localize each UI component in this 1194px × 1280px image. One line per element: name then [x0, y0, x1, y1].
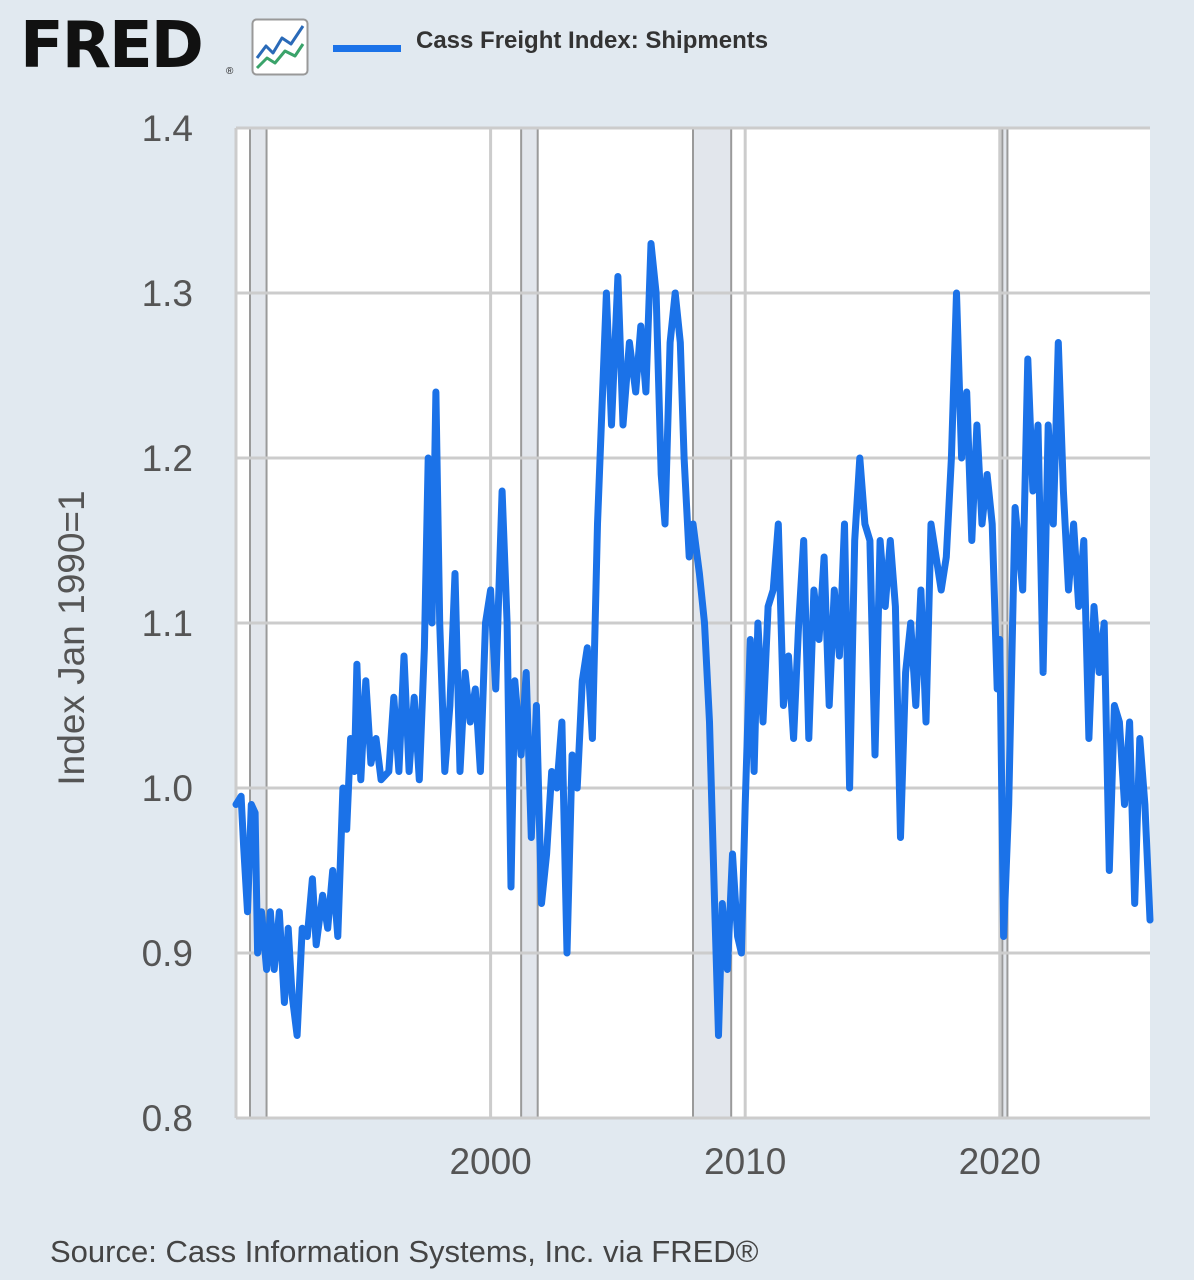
- line-chart: 0.8 0.9 1.0 1.1 1.2 1.3 1.4 2000 2010 2020 Index J…: [51, 108, 1154, 1182]
- series-line: [232, 240, 1154, 1039]
- fred-logo[interactable]: FRED: [20, 9, 204, 83]
- chart-header: FRED ® Cass Freight Index: Shipments: [0, 0, 1194, 95]
- y-tick-label: 1.2: [142, 438, 193, 479]
- x-tick-label: 2010: [704, 1141, 786, 1182]
- x-tick-label: 2000: [449, 1141, 531, 1182]
- legend-swatch: [333, 45, 401, 52]
- y-tick-label: 1.0: [142, 768, 193, 809]
- x-tick-label: 2020: [959, 1141, 1041, 1182]
- y-tick-label: 1.3: [142, 273, 193, 314]
- legend-label[interactable]: Cass Freight Index: Shipments: [416, 27, 769, 54]
- y-axis-label: Index Jan 1990=1: [51, 490, 92, 785]
- y-tick-label: 0.8: [142, 1098, 193, 1139]
- y-tick-label: 1.4: [142, 108, 193, 149]
- y-tick-label: 0.9: [142, 933, 193, 974]
- line-chart-icon[interactable]: [251, 18, 309, 76]
- source-note: Source: Cass Information Systems, Inc. v…: [50, 1234, 759, 1269]
- registered-mark: ®: [226, 66, 234, 77]
- y-tick-label: 1.1: [142, 603, 193, 644]
